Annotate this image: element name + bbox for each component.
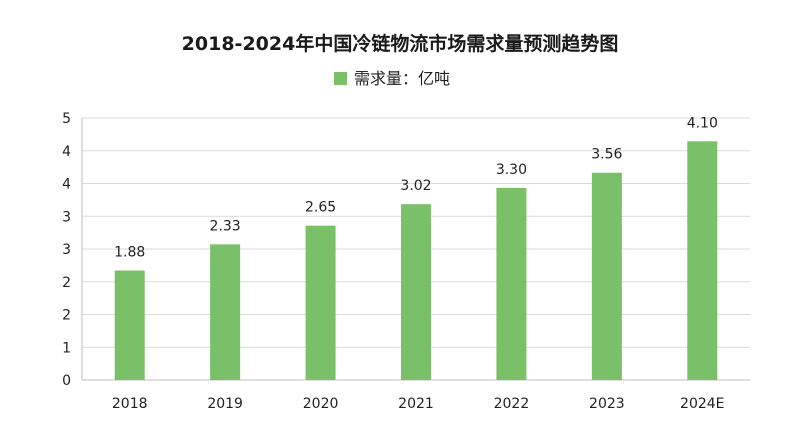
bar <box>496 187 527 380</box>
y-tick-label: 5 <box>62 111 71 127</box>
y-tick-label: 4 <box>62 177 71 193</box>
data-label: 3.30 <box>496 162 527 178</box>
data-label: 3.56 <box>591 147 622 163</box>
x-tick-label: 2023 <box>589 396 625 412</box>
x-axis-ticks: 2018 2019 2020 2021 2022 2023 2024E <box>112 396 725 412</box>
data-label: 4.10 <box>687 115 718 131</box>
y-axis-ticks: 0 1 2 2 3 3 4 4 5 <box>62 111 71 389</box>
data-label: 3.02 <box>400 178 431 194</box>
y-tick-label: 0 <box>62 373 71 389</box>
legend-swatch <box>334 72 347 85</box>
legend: 需求量：亿吨 <box>334 69 450 88</box>
y-tick-label: 1 <box>62 340 71 356</box>
bar <box>591 172 622 380</box>
data-label: 2.33 <box>210 218 241 234</box>
data-label: 1.88 <box>114 245 145 261</box>
bar <box>401 204 431 380</box>
x-tick-label: 2019 <box>207 396 243 412</box>
y-tick-label: 3 <box>62 242 71 258</box>
bar <box>210 244 241 380</box>
y-tick-label: 2 <box>62 308 71 324</box>
bars: 1.88 2.33 2.65 3.02 3.30 3.56 4.10 <box>114 115 718 380</box>
x-tick-label: 2022 <box>494 396 530 412</box>
legend-label: 需求量：亿吨 <box>354 69 450 88</box>
x-tick-label: 2020 <box>303 396 339 412</box>
x-tick-label: 2018 <box>112 396 148 412</box>
bar <box>114 270 145 380</box>
y-tick-label: 3 <box>62 209 71 225</box>
bar <box>687 141 718 380</box>
y-tick-label: 4 <box>62 144 71 160</box>
y-tick-label: 2 <box>62 275 71 291</box>
x-tick-label: 2024E <box>680 396 724 412</box>
bar <box>305 225 336 380</box>
data-label: 2.65 <box>305 200 336 216</box>
chart-title: 2018-2024年中国冷链物流市场需求量预测趋势图 <box>182 32 619 55</box>
x-tick-label: 2021 <box>398 396 434 412</box>
